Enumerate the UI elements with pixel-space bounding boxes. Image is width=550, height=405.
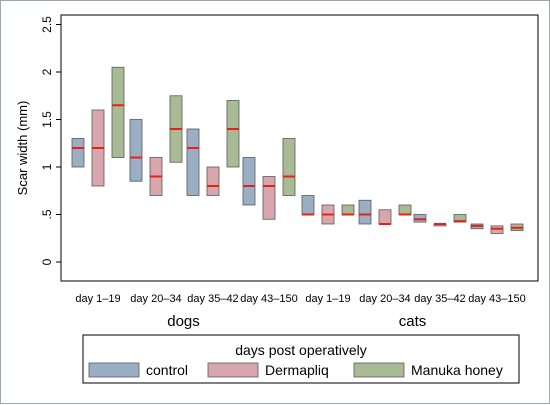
box-dermapliq [378, 209, 392, 225]
legend: days post operatively control Dermapliq Ma… [82, 334, 520, 384]
x-tick-label: day 1–19 [75, 293, 120, 305]
y-axis: 0 .5 1 1.5 2 2.5 [40, 16, 61, 265]
group-label: dogs [167, 313, 200, 330]
box-manuka-honey [111, 66, 125, 158]
y-axis-label: Scar width (mm) [15, 101, 30, 196]
legend-swatch [353, 362, 405, 378]
box-control [186, 128, 200, 196]
x-axis: day 1–19 day 20–34 day 35–42 day 43–150dogs… [75, 293, 525, 330]
box-manuka-honey [282, 138, 296, 196]
legend-swatch [207, 362, 259, 378]
x-tick-label: day 20–34 [359, 293, 410, 305]
legend-box [82, 334, 520, 384]
x-tick-label: day 35–42 [414, 293, 465, 305]
box-control [301, 195, 315, 215]
box-dermapliq [262, 176, 276, 220]
y-tick-label: 1 [40, 163, 54, 170]
legend-label: control [146, 362, 188, 378]
box-manuka-honey [341, 204, 355, 215]
box-dermapliq [206, 166, 220, 196]
legend-title: days post operatively [235, 342, 367, 358]
x-tick-label: day 43–150 [240, 293, 298, 305]
x-tick-label: day 43–150 [468, 293, 526, 305]
y-tick-label: 0 [40, 258, 54, 265]
box-manuka-honey [398, 204, 412, 215]
box-control [129, 119, 143, 182]
box-manuka-honey [226, 100, 240, 168]
x-tick-label: day 20–34 [130, 293, 181, 305]
x-tick-label: day 35–42 [187, 293, 238, 305]
box-control [358, 199, 372, 225]
y-tick-label: .5 [40, 209, 54, 219]
legend-label: Manuka honey [411, 362, 503, 378]
group-label: cats [399, 313, 427, 330]
y-tick-label: 1.5 [40, 111, 54, 128]
y-tick-label: 2.5 [40, 16, 54, 33]
box-series [71, 66, 524, 234]
legend-label: Dermapliq [265, 362, 329, 378]
legend-swatch [88, 362, 140, 378]
box-control [242, 157, 256, 206]
x-tick-label: day 1–19 [305, 293, 350, 305]
y-tick-label: 2 [40, 68, 54, 75]
box-control [71, 138, 85, 168]
